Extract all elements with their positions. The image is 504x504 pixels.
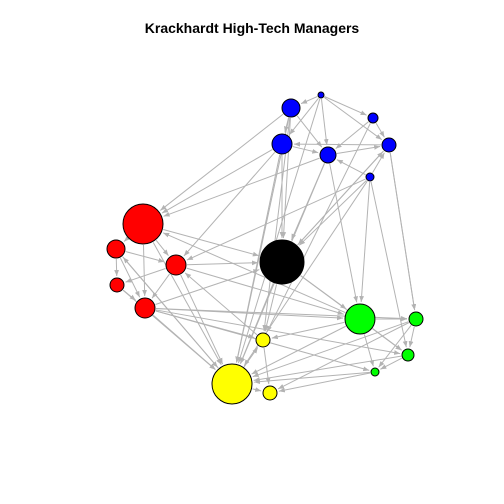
node-red-r4 <box>110 278 124 292</box>
edge-r2-r3 <box>126 252 165 262</box>
node-yellow-y3 <box>263 386 277 400</box>
node-red-r1 <box>123 204 163 244</box>
node-blue-b6 <box>382 138 396 152</box>
edge-g1-r1 <box>163 233 345 313</box>
edge-g3-g4 <box>380 358 401 369</box>
edge-g1-g3 <box>373 329 402 351</box>
edge-r1-r2 <box>124 238 128 241</box>
edge-b4-r1 <box>162 149 272 213</box>
node-green-g2 <box>409 312 423 326</box>
node-blue-b2 <box>318 92 324 98</box>
edge-r5-y2 <box>156 311 255 338</box>
node-green-g1 <box>345 304 375 334</box>
node-blue-b7 <box>366 173 374 181</box>
edge-g1-y2 <box>272 322 345 338</box>
node-black-k1 <box>260 240 304 284</box>
node-red-r3 <box>166 255 186 275</box>
edge-g2-g3 <box>410 327 415 347</box>
edge-r2-r5 <box>120 258 139 297</box>
edge-b6-b4 <box>294 144 381 145</box>
edge-y1-y3 <box>252 389 261 391</box>
edge-b2-b5 <box>321 99 326 145</box>
edge-b7-k1 <box>299 180 366 245</box>
edge-r3-r4 <box>126 269 166 283</box>
node-blue-b3 <box>368 113 378 123</box>
edge-g2-y1 <box>253 322 409 377</box>
edge-b7-g1 <box>361 182 369 302</box>
edge-b1-r1 <box>160 114 283 210</box>
node-blue-b1 <box>282 99 300 117</box>
edge-b7-g3 <box>371 182 406 347</box>
edge-r1-r3 <box>156 240 168 255</box>
node-green-g3 <box>402 349 414 361</box>
edge-r3-k1 <box>187 263 258 265</box>
node-green-g4 <box>371 368 379 376</box>
edge-r1-r5 <box>143 245 144 296</box>
node-yellow-y1 <box>212 364 252 404</box>
node-yellow-y2 <box>256 333 270 347</box>
edge-b3-b6 <box>376 123 384 137</box>
node-red-r5 <box>135 298 155 318</box>
edge-b2-b3 <box>325 97 367 116</box>
node-blue-b4 <box>272 134 292 154</box>
edge-b4-b5 <box>293 147 319 153</box>
edge-b7-b6 <box>373 153 385 173</box>
node-red-r2 <box>107 240 125 258</box>
node-blue-b5 <box>320 147 336 163</box>
